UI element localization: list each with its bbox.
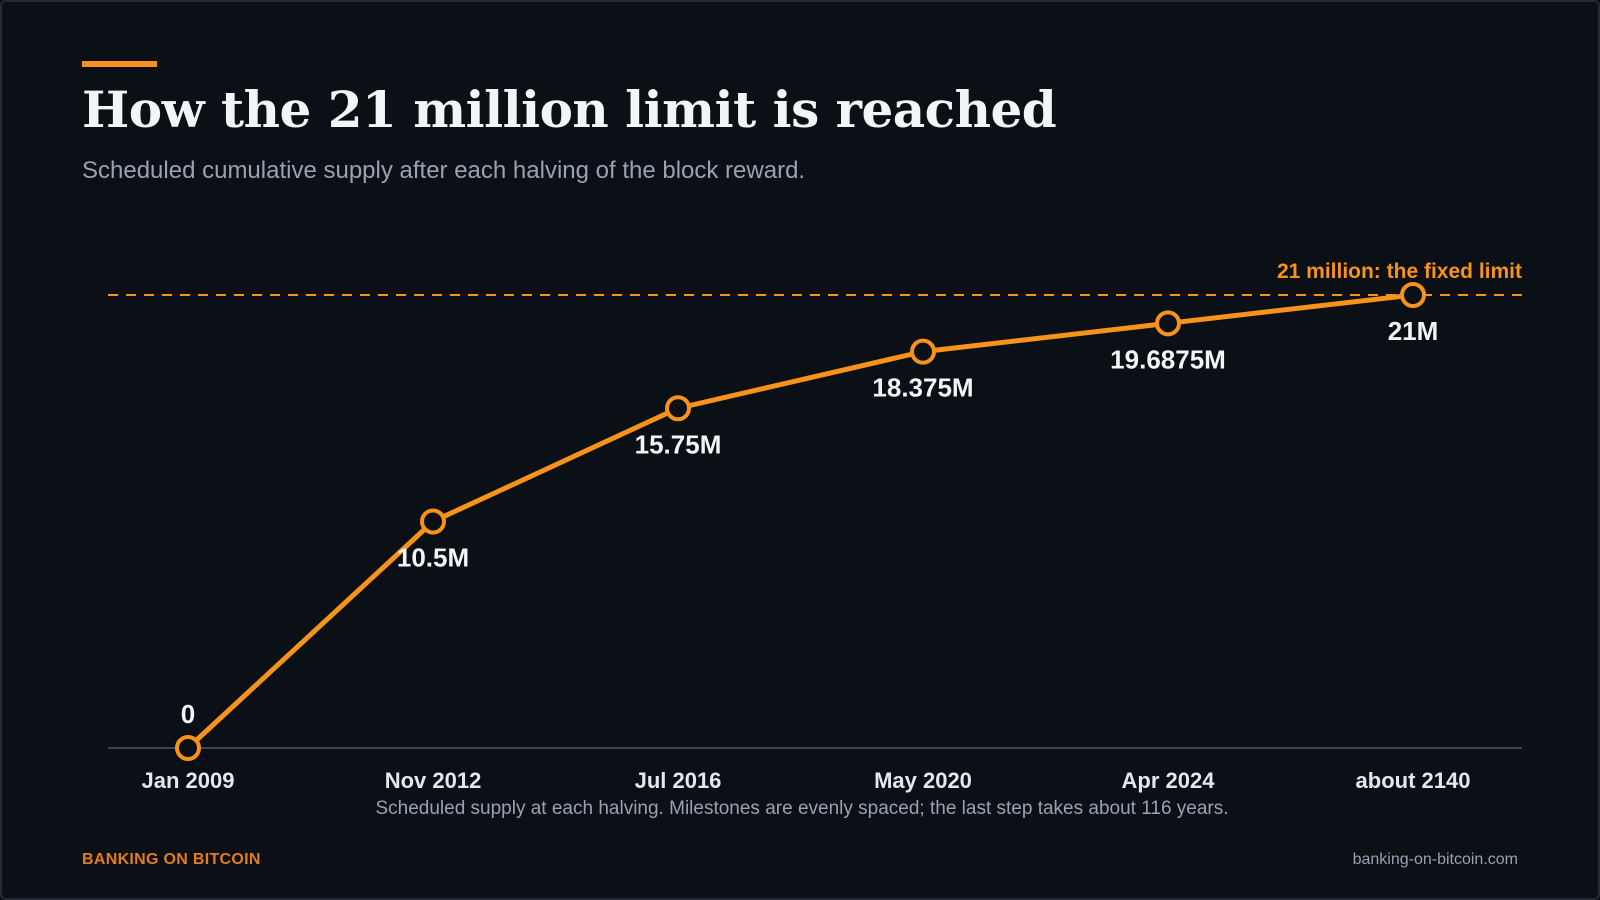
data-label: 21M (1388, 316, 1439, 346)
data-label: 19.6875M (1110, 344, 1226, 374)
x-axis-caption: Scheduled supply at each halving. Milest… (375, 798, 1228, 819)
data-point (910, 338, 936, 365)
site-url: banking-on-bitcoin.com (1352, 851, 1518, 868)
data-point (665, 395, 691, 422)
data-point (1400, 282, 1426, 308)
page-title: How the 21 million limit is reached (82, 80, 1057, 139)
data-labels-layer: 0 10.5M 15.75M 18.375M 19.6875M 21M (181, 316, 1439, 729)
reference-layer: 21 million: the fixed limit (108, 260, 1522, 296)
data-point (420, 508, 446, 535)
x-tick-label: about 2140 (1356, 768, 1471, 793)
x-tick-label: Apr 2024 (1122, 768, 1216, 793)
data-point (1155, 310, 1181, 337)
data-label: 10.5M (397, 543, 469, 573)
x-tick-label: Jul 2016 (635, 768, 722, 793)
page-subtitle: Scheduled cumulative supply after each h… (82, 157, 806, 184)
x-tick-label: May 2020 (874, 768, 972, 793)
x-tick-label: Jan 2009 (142, 768, 235, 793)
data-label: 0 (181, 699, 195, 729)
series-layer (185, 292, 1416, 751)
series-line (185, 292, 1416, 751)
points-layer (175, 282, 1426, 761)
brand-label: BANKING ON BITCOIN (82, 851, 261, 868)
title-accent-bar (82, 61, 157, 67)
x-tick-labels-layer: Jan 2009 Nov 2012 Jul 2016 May 2020 Apr 2024… (142, 768, 1471, 793)
data-label: 18.375M (872, 373, 973, 403)
x-tick-label: Nov 2012 (385, 768, 482, 793)
limit-reference-label: 21 million: the fixed limit (1277, 260, 1522, 283)
data-label: 15.75M (635, 429, 722, 459)
data-point (175, 735, 201, 761)
